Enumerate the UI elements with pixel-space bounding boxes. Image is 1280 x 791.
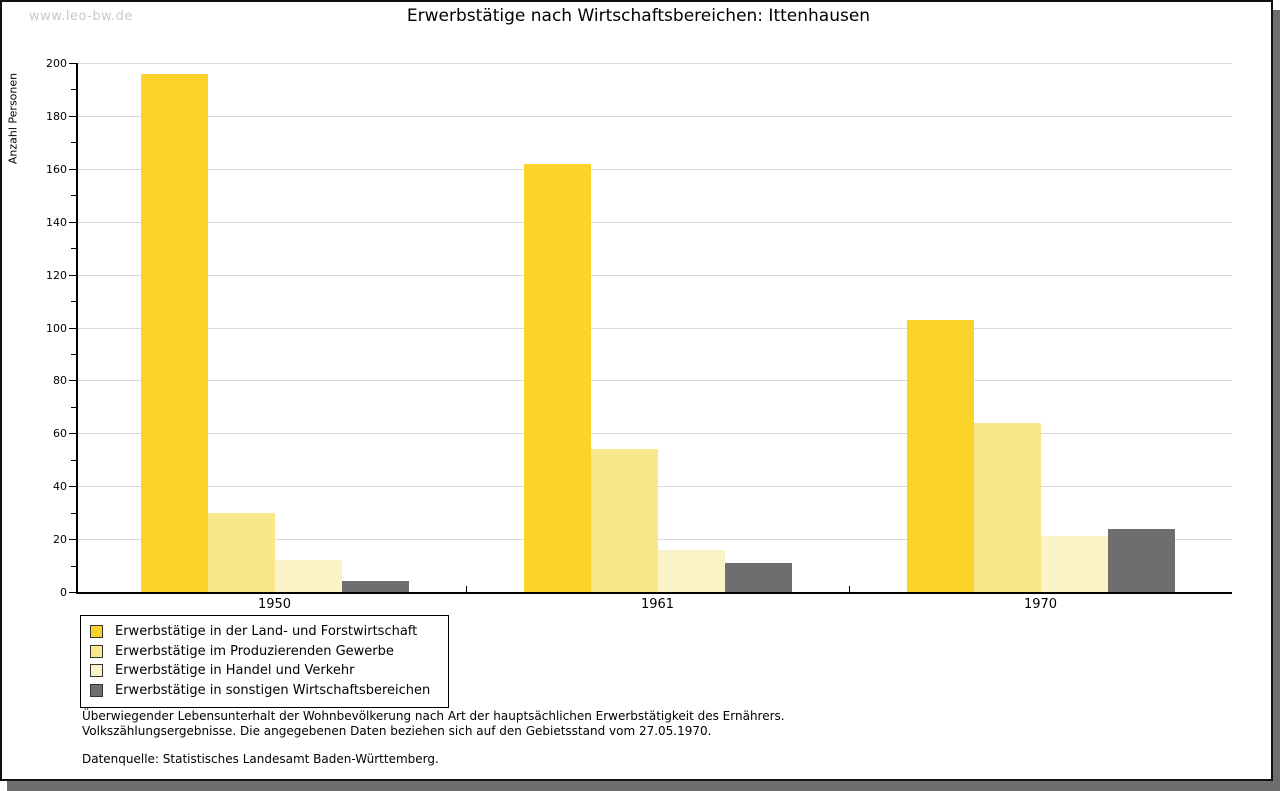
y-axis-tick-label: 160 (46, 163, 67, 176)
legend-label: Erwerbstätige in sonstigen Wirtschaftsbe… (115, 682, 431, 698)
x-axis-line (76, 592, 1232, 594)
x-axis-label-1961: 1961 (640, 597, 675, 612)
bar-1950-series-2 (207, 513, 275, 592)
y-axis-major-tick (69, 592, 76, 593)
y-axis-minor-tick (71, 195, 76, 196)
legend-label: Erwerbstätige in Handel und Verkehr (115, 663, 355, 679)
x-axis-label-1970: 1970 (1023, 597, 1058, 612)
data-source-text: Datenquelle: Statistisches Landesamt Bad… (82, 752, 439, 766)
y-axis-major-tick (69, 63, 76, 64)
y-axis-tick-label: 60 (53, 427, 67, 440)
y-axis-major-tick (69, 433, 76, 434)
y-axis-tick-label: 0 (60, 586, 67, 599)
bar-1961-series-4 (724, 563, 792, 592)
legend-item: Erwerbstätige in Handel und Verkehr (90, 661, 438, 681)
y-axis-minor-tick (71, 301, 76, 302)
bar-1970-series-4 (1107, 529, 1175, 592)
bar-1961-series-1 (523, 164, 591, 592)
gridline (78, 222, 1232, 223)
y-axis-tick-label: 20 (53, 533, 67, 546)
y-axis-tick-label: 180 (46, 110, 67, 123)
gridline (78, 116, 1232, 117)
bar-1950-series-1 (140, 74, 208, 592)
legend-item: Erwerbstätige im Produzierenden Gewerbe (90, 642, 438, 662)
gridline (78, 380, 1232, 381)
gridline (78, 169, 1232, 170)
y-axis-tick-label: 40 (53, 480, 67, 493)
y-axis-major-tick (69, 539, 76, 540)
legend-item: Erwerbstätige in der Land- und Forstwirt… (90, 622, 438, 642)
y-axis-major-tick (69, 275, 76, 276)
y-axis-major-tick (69, 222, 76, 223)
y-axis-major-tick (69, 328, 76, 329)
legend-label: Erwerbstätige im Produzierenden Gewerbe (115, 643, 394, 659)
y-axis-minor-tick (71, 566, 76, 567)
bar-1950-series-4 (341, 581, 409, 592)
y-axis-tick-label: 120 (46, 269, 67, 282)
footnote-text: Überwiegender Lebensunterhalt der Wohnbe… (82, 709, 785, 738)
y-axis-major-tick (69, 380, 76, 381)
legend-swatch-handel-verkehr (90, 664, 103, 678)
footnote-line-2: Volkszählungsergebnisse. Die angegebenen… (82, 723, 712, 738)
footnote-line-1: Überwiegender Lebensunterhalt der Wohnbe… (82, 709, 785, 723)
bar-1961-series-3 (657, 550, 725, 592)
y-axis-minor-tick (71, 89, 76, 90)
y-axis-tick-label: 200 (46, 57, 67, 70)
y-axis-tick-label: 80 (53, 374, 67, 387)
y-axis-major-tick (69, 486, 76, 487)
gridline (78, 328, 1232, 329)
y-axis-minor-tick (71, 460, 76, 461)
y-axis-minor-tick (71, 354, 76, 355)
chart-title: Erwerbstätige nach Wirtschaftsbereichen:… (406, 6, 871, 26)
x-axis-separator-tick (466, 586, 467, 592)
gridline (78, 63, 1232, 64)
legend-item: Erwerbstätige in sonstigen Wirtschaftsbe… (90, 681, 438, 701)
y-axis-tick-label: 100 (46, 322, 67, 335)
legend-label: Erwerbstätige in der Land- und Forstwirt… (115, 624, 418, 640)
bar-1950-series-3 (274, 560, 342, 592)
gridline (78, 275, 1232, 276)
bar-1961-series-2 (590, 449, 658, 592)
y-axis-line (76, 63, 78, 594)
legend-swatch-produzierendes-gewerbe (90, 644, 103, 658)
legend-swatch-land-forstwirtschaft (90, 625, 103, 639)
y-axis-major-tick (69, 169, 76, 170)
legend: Erwerbstätige in der Land- und Forstwirt… (80, 615, 449, 708)
watermark-text: www.leo-bw.de (29, 9, 133, 24)
bar-1970-series-3 (1040, 536, 1108, 592)
y-axis-major-tick (69, 116, 76, 117)
y-axis-minor-tick (71, 407, 76, 408)
x-axis-label-1950: 1950 (257, 597, 292, 612)
y-axis-minor-tick (71, 142, 76, 143)
bar-1970-series-1 (906, 320, 974, 592)
legend-swatch-sonstige (90, 683, 103, 697)
bar-1970-series-2 (973, 423, 1041, 592)
y-axis-minor-tick (71, 513, 76, 514)
gridline (78, 433, 1232, 434)
y-axis-minor-tick (71, 248, 76, 249)
x-axis-separator-tick (849, 586, 850, 592)
y-axis-tick-label: 140 (46, 216, 67, 229)
